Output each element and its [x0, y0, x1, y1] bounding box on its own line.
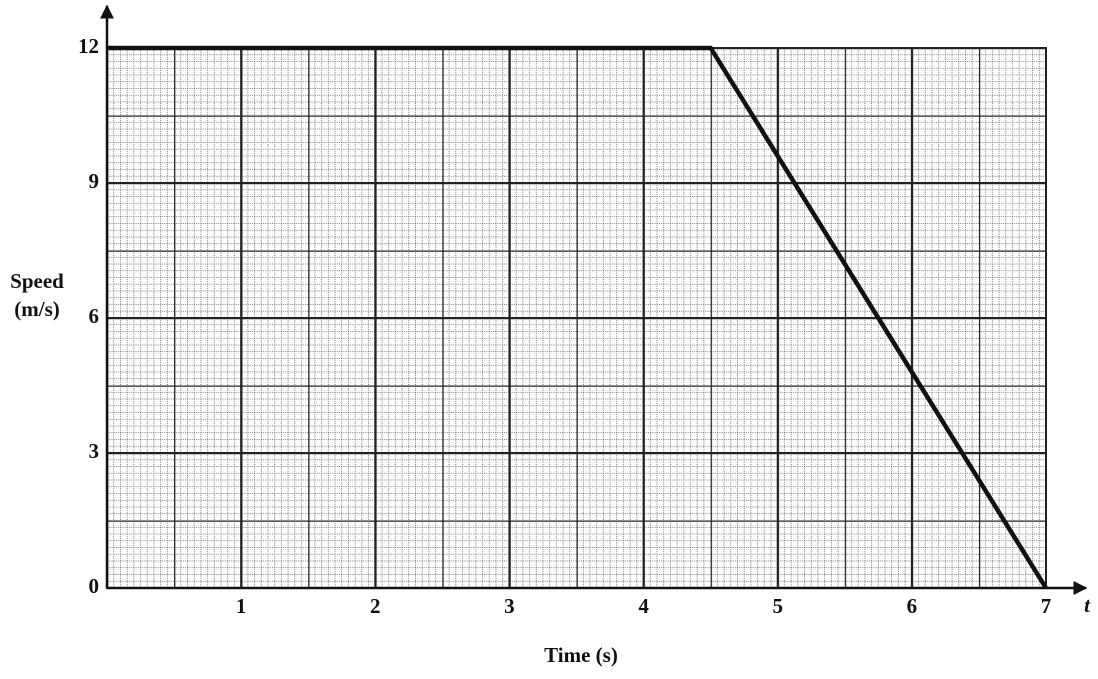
x-tick-label: 7 — [1041, 594, 1052, 618]
y-tick-label: 0 — [89, 574, 100, 598]
y-axis-label: (m/s) — [14, 297, 60, 321]
y-axis-label: Speed — [10, 269, 64, 293]
x-tick-label: 3 — [504, 594, 515, 618]
x-tick-label: 4 — [638, 594, 649, 618]
y-tick-label: 3 — [89, 439, 100, 463]
data-line — [107, 45, 1048, 590]
y-tick-label: 9 — [89, 169, 100, 193]
x-tick-label: 2 — [370, 594, 381, 618]
x-tick-label: 6 — [907, 594, 918, 618]
y-tick-label: 6 — [89, 304, 100, 328]
x-axis-label: Time (s) — [544, 643, 618, 667]
y-tick-label: 12 — [78, 34, 99, 58]
x-tick-label: 5 — [772, 594, 783, 618]
x-axis-symbol: t — [1084, 593, 1091, 617]
x-tick-label: 1 — [236, 594, 247, 618]
grid — [107, 47, 1047, 589]
